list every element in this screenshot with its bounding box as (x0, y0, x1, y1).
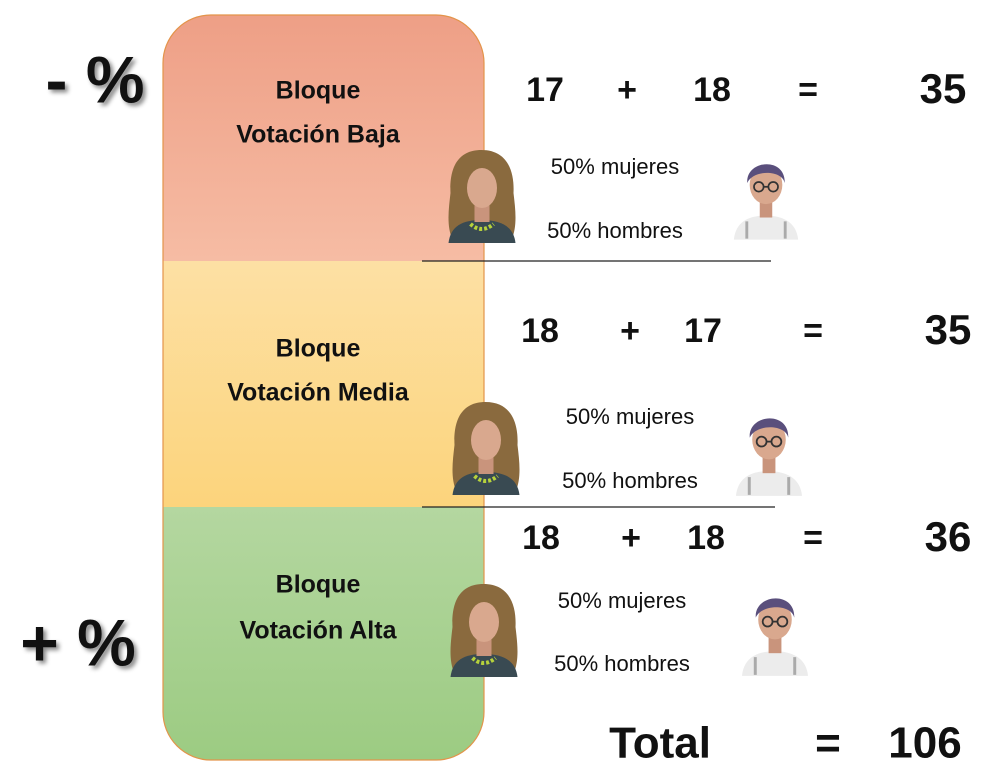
women-share: 50% mujeres (551, 154, 679, 179)
equation-plus: + (617, 71, 637, 109)
equation-right: 18 (687, 519, 725, 557)
equation-left: 17 (526, 71, 564, 109)
equation-sum: 35 (920, 65, 967, 112)
block-title: Votación Media (227, 379, 410, 407)
equation-right: 18 (693, 71, 731, 109)
men-share: 50% hombres (554, 651, 690, 676)
block-title: Bloque (276, 335, 361, 363)
equation-plus: + (621, 519, 641, 557)
equation-right: 17 (684, 312, 722, 350)
woman-icon (449, 150, 516, 243)
equation-sum: 35 (925, 306, 972, 353)
total-label: Total (609, 719, 711, 766)
men-share: 50% hombres (547, 218, 683, 243)
equation-equals: = (803, 519, 823, 557)
women-share: 50% mujeres (566, 404, 694, 429)
man-icon (736, 418, 802, 495)
man-icon (734, 164, 798, 239)
side-label: + % (20, 605, 136, 679)
woman-icon (453, 402, 520, 495)
man-icon (742, 598, 808, 675)
woman-icon (451, 584, 518, 677)
total-value: 106 (888, 719, 961, 766)
block-title: Votación Baja (236, 121, 401, 149)
side-label: - % (46, 42, 145, 116)
equation-left: 18 (522, 519, 560, 557)
women-share: 50% mujeres (558, 588, 686, 613)
equation-equals: = (798, 71, 818, 109)
equation-plus: + (620, 312, 640, 350)
equation-equals: = (803, 312, 823, 350)
total-equals: = (815, 719, 841, 766)
men-share: 50% hombres (562, 468, 698, 493)
equation-left: 18 (521, 312, 559, 350)
infographic: - % + % Total = 106 Bloque Votación Baja 1… (0, 0, 985, 766)
equation-sum: 36 (925, 513, 972, 560)
block-title: Bloque (276, 77, 361, 105)
block-title: Bloque (276, 571, 361, 599)
block-title: Votación Alta (240, 617, 398, 645)
